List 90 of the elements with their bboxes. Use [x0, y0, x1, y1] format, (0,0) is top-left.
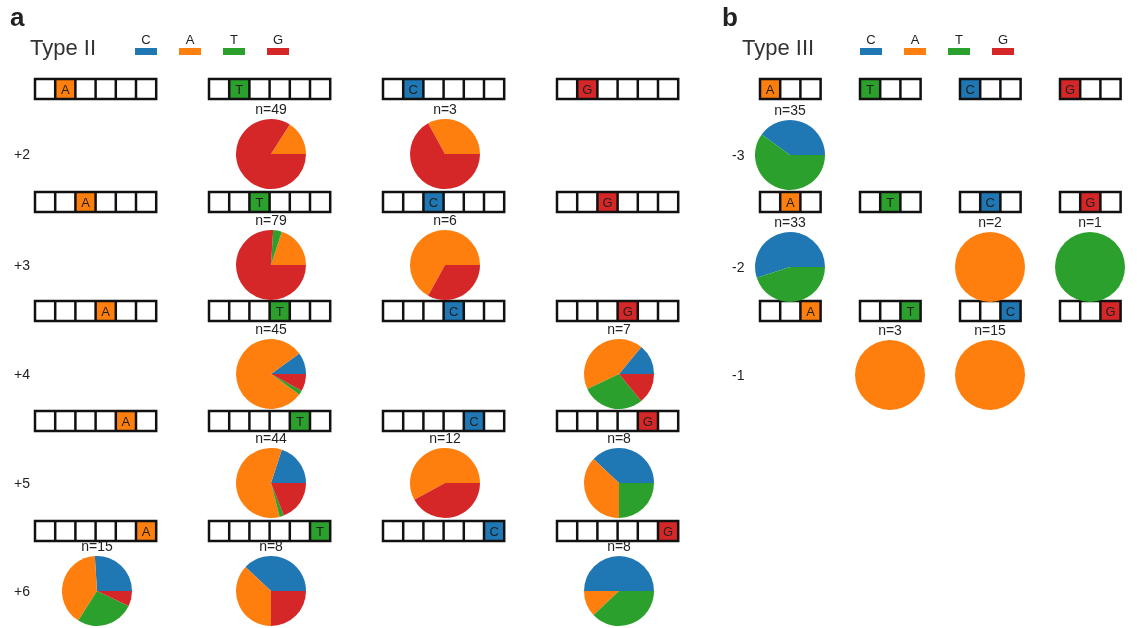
text: -1 — [732, 367, 745, 383]
pie-slice — [755, 134, 825, 190]
chart-title: n=35 — [774, 102, 806, 118]
pie-slice — [593, 591, 654, 626]
sequence-boxes: T — [858, 299, 922, 323]
category-label: A — [910, 32, 920, 47]
pie-slice — [236, 339, 300, 409]
pie-slice — [271, 231, 306, 265]
pie-slice — [428, 119, 480, 154]
pie-slice — [271, 124, 306, 154]
pie-slice — [271, 483, 306, 516]
pie-slice — [410, 123, 480, 189]
pie-slice — [245, 556, 306, 591]
sequence-boxes: C — [958, 77, 1022, 101]
sequence-boxes: T — [858, 77, 922, 101]
pie-slice — [236, 567, 271, 626]
pie-slice — [755, 232, 825, 278]
pie-slice — [593, 448, 654, 483]
chart-title: n=44 — [255, 430, 287, 446]
text: +2 — [14, 146, 31, 162]
text: +3 — [14, 257, 31, 273]
category-label: C — [965, 82, 975, 97]
pie-slice — [78, 591, 129, 626]
pie-slice — [236, 119, 306, 189]
category-label: G — [582, 82, 593, 97]
pie-slice — [756, 267, 825, 302]
pie-slice — [584, 591, 619, 615]
chart-title: n=49 — [255, 101, 287, 117]
pie-slice — [584, 556, 654, 591]
category-label: T — [955, 32, 964, 47]
chart-title: n=45 — [255, 321, 287, 337]
sequence-boxes: A — [758, 190, 822, 214]
category-label: G — [272, 32, 284, 47]
text: Type II — [30, 35, 97, 60]
chart-title: n=3 — [433, 101, 458, 117]
pie-slice — [271, 353, 306, 374]
pie-slice — [62, 556, 97, 621]
pie-slice — [428, 265, 480, 300]
pie-slice — [94, 556, 132, 591]
sequence-boxes: G — [1058, 77, 1122, 101]
pie-slice — [236, 230, 306, 300]
category-label: A — [60, 82, 70, 97]
text: +6 — [14, 583, 31, 599]
sequence-boxes: A — [758, 77, 822, 101]
chart-title: n=3 — [878, 322, 903, 338]
category-label: C — [866, 32, 876, 47]
chart-title: n=2 — [978, 214, 1003, 230]
pie-slice — [271, 230, 282, 265]
text: a — [10, 2, 25, 32]
category-label: G — [1065, 82, 1076, 97]
category-label: T — [230, 32, 239, 47]
sequence-boxes: C — [958, 190, 1022, 214]
category-label: A — [765, 82, 775, 97]
text: +4 — [14, 366, 31, 382]
pie-slice — [410, 448, 480, 500]
category-label: C — [408, 82, 418, 97]
chart-title: n=12 — [429, 430, 461, 446]
chart-title: n=33 — [774, 214, 806, 230]
pie-slice — [619, 347, 654, 374]
pie-slice — [271, 483, 284, 517]
pie-slice — [271, 591, 306, 626]
category-label: C — [141, 32, 151, 47]
pie-slice — [97, 591, 132, 606]
chart-title: n=7 — [607, 321, 632, 337]
pie-slice — [236, 448, 282, 518]
category-label: G — [997, 32, 1009, 47]
category-label: T — [866, 82, 875, 97]
category-label: T — [235, 82, 244, 97]
chart-title: n=6 — [433, 212, 458, 228]
sequence-boxes: G — [1058, 190, 1122, 214]
chart-title: n=15 — [974, 322, 1006, 338]
pie-slice — [410, 230, 480, 296]
pie-slice — [414, 483, 480, 518]
pie-slice — [584, 339, 642, 389]
pie-slice — [587, 374, 642, 409]
category-label: A — [185, 32, 195, 47]
pie-slice — [271, 449, 306, 483]
pie-slice — [584, 459, 619, 518]
chart-title: n=8 — [607, 430, 632, 446]
pie-slice — [761, 120, 825, 155]
chart-title: n=79 — [255, 212, 287, 228]
text: -2 — [732, 259, 745, 275]
sequence-boxes: T — [858, 190, 922, 214]
text: -3 — [732, 147, 745, 163]
text: Type III — [742, 35, 815, 60]
text: b — [722, 2, 738, 32]
pie-slice — [619, 374, 654, 401]
pie-slice — [619, 483, 654, 518]
text: +5 — [14, 475, 31, 491]
chart-title: n=1 — [1078, 214, 1103, 230]
